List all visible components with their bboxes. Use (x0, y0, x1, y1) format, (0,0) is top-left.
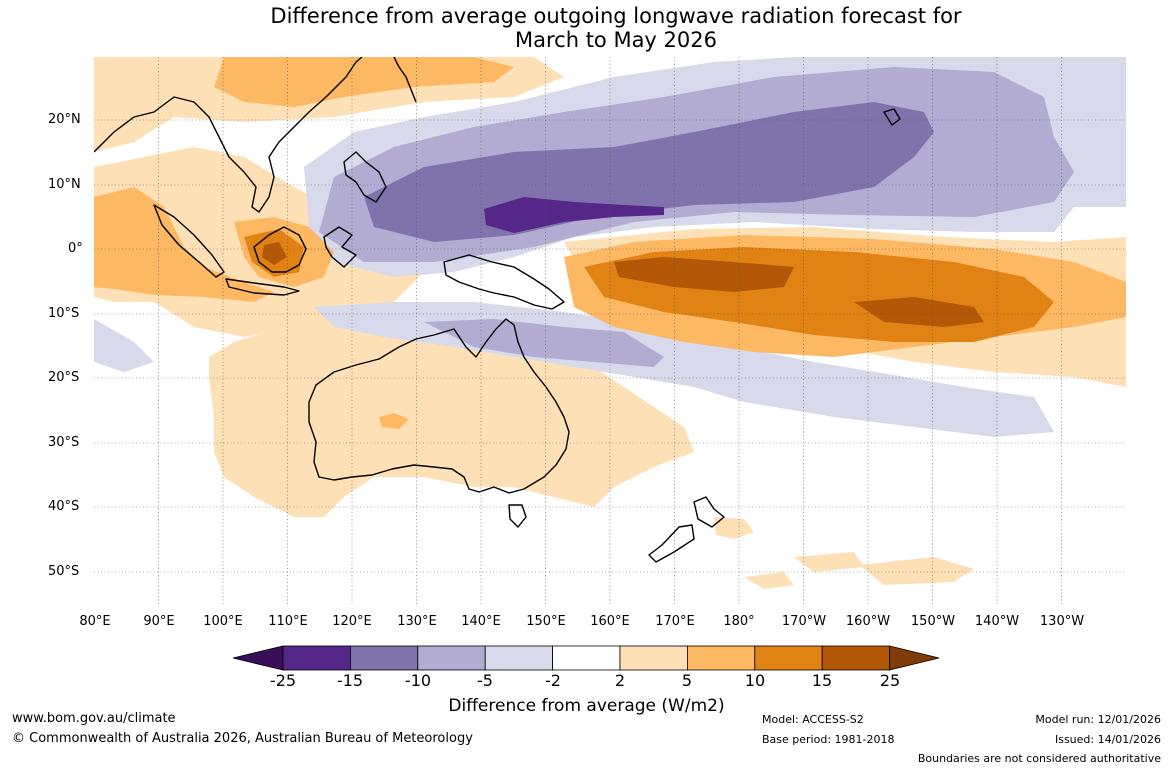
anomaly-map (94, 57, 1126, 605)
lat-label-10n: 10°N (48, 177, 81, 192)
coastline-hawaii (883, 108, 901, 126)
lat-label-20n: 20°N (48, 112, 81, 127)
colorbar-bin-10-15 (754, 645, 823, 671)
lon-label-130e: 130°E (397, 614, 437, 629)
lon-label-160w: 160°W (845, 614, 891, 629)
colorbar-tick-5: 5 (681, 671, 693, 690)
anomaly-band-minus25-to-minus15 (484, 197, 664, 233)
coastline-australia (308, 318, 570, 494)
footer-base-period: Base period: 1981-2018 (762, 733, 895, 746)
colorbar-bin-5-10 (686, 645, 756, 671)
negative-anomaly-coral-sea (424, 319, 664, 367)
lon-label-150e: 150°E (526, 614, 566, 629)
colorbar-bin-minus25-minus15 (282, 645, 351, 671)
colorbar-title: Difference from average (W/m2) (448, 696, 725, 716)
lat-label-0: 0° (68, 241, 83, 256)
chart-title: Difference from average outgoing longwav… (0, 4, 1173, 52)
lon-label-110e: 110°E (268, 614, 308, 629)
lat-label-40s: 40°S (48, 499, 80, 514)
lon-label-150w: 150°W (910, 614, 956, 629)
colorbar (233, 645, 940, 671)
colorbar-bin-15-25 (821, 645, 891, 671)
coastline-new-zealand-north (693, 496, 725, 528)
positive-anomaly-pacific-max-1 (614, 257, 794, 292)
footer-disclaimer: Boundaries are not considered authoritat… (917, 752, 1161, 765)
lat-label-20s: 20°S (48, 370, 80, 385)
lon-label-120e: 120°E (332, 614, 372, 629)
positive-anomaly-south-asia (94, 187, 274, 302)
colorbar-tick-minus5: -5 (477, 671, 493, 690)
colorbar-bin-minus5-minus2 (484, 645, 553, 671)
footer-website: www.bom.gov.au/climate (12, 711, 176, 726)
lon-label-140e: 140°E (461, 614, 501, 629)
coastline-new-zealand-south (648, 524, 695, 563)
lon-label-80e: 80°E (79, 614, 111, 629)
coastlines (94, 57, 901, 563)
colorbar-tick-minus25: -25 (269, 671, 297, 690)
colorbar-bin-minus15-minus10 (350, 645, 419, 671)
lon-label-160e: 160°E (590, 614, 630, 629)
coastline-tasmania (508, 504, 527, 528)
lon-label-180: 180° (723, 614, 755, 629)
coastline-asia-mainland (94, 57, 363, 213)
coastline-java (225, 278, 300, 296)
lon-label-100e: 100°E (203, 614, 243, 629)
lat-label-50s: 50°S (48, 564, 80, 579)
negative-anomaly-core (484, 197, 664, 233)
coastline-japan (393, 57, 417, 103)
footer-issued: Issued: 14/01/2026 (1054, 733, 1161, 746)
colorbar-tick-25: 25 (879, 671, 901, 690)
colorbar-tick-2: 2 (614, 671, 626, 690)
coastline-sumatra (153, 204, 225, 278)
colorbar-tick-minus15: -15 (336, 671, 364, 690)
lat-label-10s: 10°S (48, 306, 80, 321)
positive-anomaly-new-zealand (714, 517, 754, 539)
colorbar-extend-high (889, 645, 940, 671)
colorbar-tick-minus2: -2 (545, 671, 561, 690)
colorbar-tick-minus10: -10 (404, 671, 432, 690)
lon-label-140w: 140°W (974, 614, 1020, 629)
colorbar-tick-10: 10 (744, 671, 766, 690)
coastline-new-guinea (443, 254, 565, 310)
positive-anomaly-northwest (214, 57, 514, 107)
coastline-philippines (343, 151, 387, 203)
graticule (94, 57, 1126, 605)
negative-anomaly-indian-ocean (94, 319, 154, 372)
colorbar-bin-2-5 (619, 645, 688, 671)
anomaly-band-15-to-25 (262, 242, 984, 327)
positive-anomaly-south-pacific-3 (859, 557, 974, 585)
coastline-sulawesi (323, 226, 357, 268)
lat-label-30s: 30°S (48, 435, 80, 450)
title-line-2: March to May 2026 (515, 28, 717, 52)
positive-anomaly-australia-small (379, 413, 409, 429)
footer-model-run: Model run: 12/01/2026 (1035, 713, 1161, 726)
footer-model: Model: ACCESS-S2 (762, 713, 864, 726)
colorbar-bin-minus10-minus5 (417, 645, 486, 671)
footer-copyright: © Commonwealth of Australia 2026, Austra… (12, 731, 473, 746)
positive-anomaly-south-pacific-1 (744, 572, 794, 589)
lon-label-130w: 130°W (1039, 614, 1085, 629)
positive-anomaly-borneo-max (262, 242, 287, 265)
coastline-borneo (253, 226, 307, 273)
positive-anomaly-south-pacific-2 (794, 552, 864, 572)
title-line-1: Difference from average outgoing longwav… (270, 4, 962, 28)
colorbar-tick-15: 15 (811, 671, 833, 690)
positive-anomaly-pacific-max-2 (854, 297, 984, 327)
lon-label-170e: 170°E (655, 614, 695, 629)
colorbar-bin-minus2-2 (552, 645, 621, 671)
lon-label-90e: 90°E (143, 614, 175, 629)
lon-label-170w: 170°W (781, 614, 827, 629)
colorbar-extend-low (233, 645, 284, 671)
